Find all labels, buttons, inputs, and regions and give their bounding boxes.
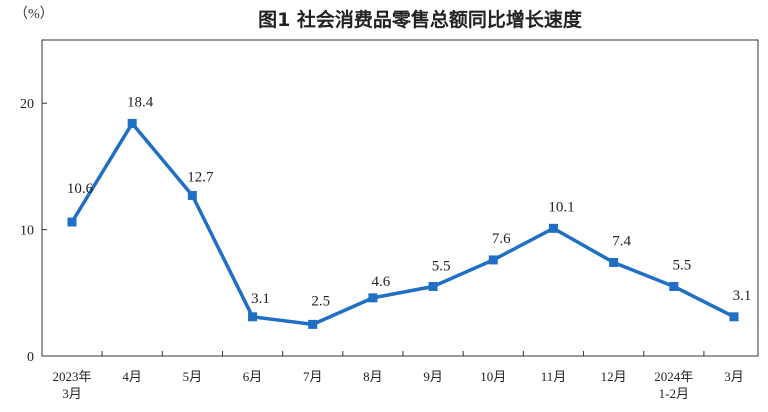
marker-group: [67, 118, 739, 329]
x-tick-label: 5月: [183, 369, 203, 384]
data-label: 10.6: [67, 181, 94, 197]
x-axis: 2023年 3月 4月 5月 6月 7月 8月 9月 10月 11月 12月 2024年 1-2月 3月: [52, 351, 744, 401]
data-label: 5.5: [432, 258, 451, 274]
data-point-marker: [248, 312, 258, 322]
data-label: 5.5: [672, 257, 691, 273]
y-axis: 0 10 20: [20, 97, 47, 365]
x-tick-label: 11月: [541, 369, 567, 384]
data-point-marker: [669, 281, 679, 291]
data-label: 10.1: [548, 199, 574, 215]
y-tick-label: 0: [27, 350, 34, 365]
x-tick-label: 1-2月: [659, 386, 689, 401]
x-tick-label: 8月: [363, 369, 383, 384]
data-label: 18.4: [127, 94, 154, 110]
x-tick-label: 3月: [724, 369, 744, 384]
data-point-marker: [67, 217, 77, 227]
x-tick-label: 12月: [601, 369, 627, 384]
data-label: 7.4: [612, 233, 631, 249]
x-tick-label: 7月: [303, 369, 323, 384]
data-point-marker: [187, 190, 197, 200]
x-tick-label: 3月: [62, 386, 82, 401]
series-line: [70, 121, 735, 327]
data-point-marker: [308, 319, 318, 329]
x-tick-label: 6月: [243, 369, 263, 384]
data-label-group: 10.6 18.4 12.7 3.1 2.5 4.6 5.5 7.6 10.1 7.4 5.5 3.1: [67, 94, 752, 309]
chart-title: 图1 社会消费品零售总额同比增长速度: [258, 8, 583, 31]
data-label: 12.7: [187, 169, 214, 185]
y-tick-label: 10: [20, 224, 34, 239]
x-tick-label: 9月: [423, 369, 443, 384]
data-point-marker: [609, 257, 619, 267]
data-point-marker: [428, 281, 438, 291]
y-tick-label: 20: [20, 97, 34, 112]
data-point-marker: [729, 312, 739, 322]
data-label: 2.5: [311, 293, 330, 309]
data-point-marker: [368, 293, 378, 303]
data-point-marker: [488, 255, 498, 265]
data-label: 7.6: [492, 231, 511, 247]
data-point-marker: [548, 223, 558, 233]
x-tick-label: 2023年: [52, 369, 91, 384]
x-tick-label: 10月: [480, 369, 506, 384]
x-tick-label: 4月: [122, 369, 142, 384]
y-axis-unit-label: （%）: [14, 6, 54, 22]
plot-frame: [41, 39, 759, 357]
x-tick-label: 2024年: [654, 369, 693, 384]
data-label: 3.1: [733, 288, 752, 304]
data-label: 4.6: [372, 274, 391, 290]
data-label: 3.1: [251, 291, 270, 307]
series-line-group: [70, 121, 735, 327]
data-point-marker: [127, 118, 137, 128]
